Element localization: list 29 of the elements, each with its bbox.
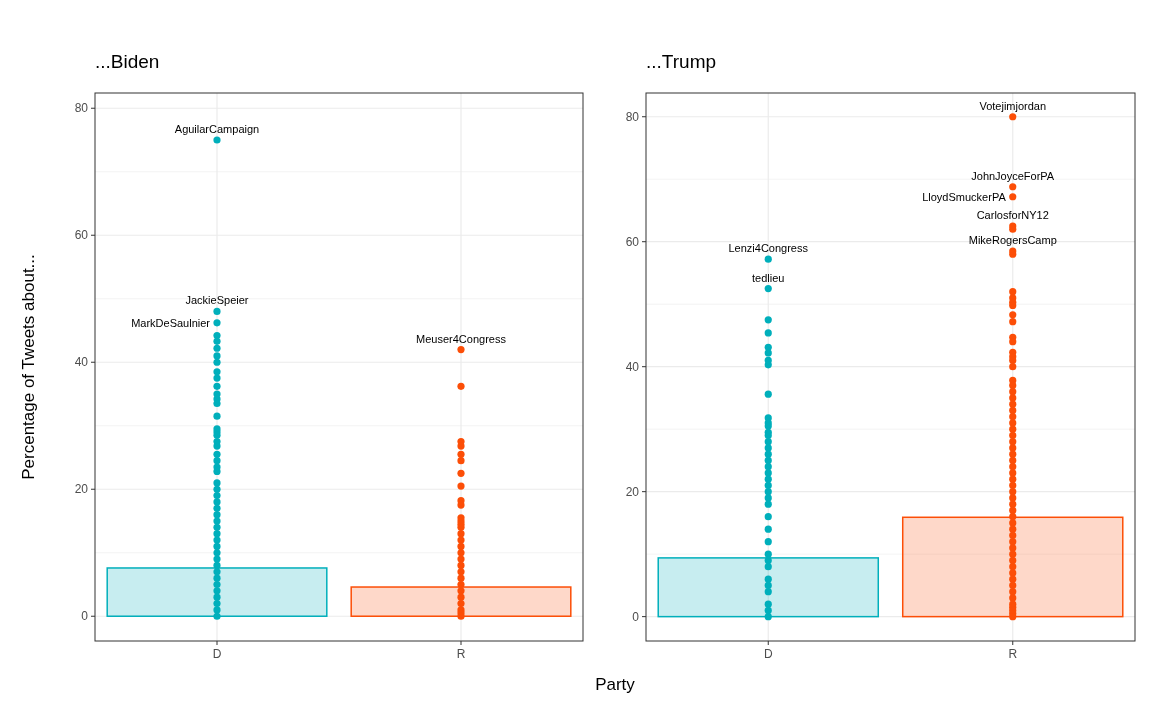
y-tick-label: 80 (625, 109, 640, 124)
x-tick-label: D (763, 647, 773, 661)
chart-title: ...Biden (95, 51, 160, 72)
y-tick-label: 60 (74, 228, 89, 243)
x-axis-title: Party (595, 675, 636, 694)
annotation: AguilarCampaign (174, 122, 260, 135)
annotation: Votejimjordan (979, 99, 1047, 112)
y-tick-label: 40 (625, 359, 640, 374)
annotation: Lenzi4Congress (728, 242, 809, 255)
y-tick-label: 60 (625, 234, 640, 249)
y-tick-label: 20 (74, 482, 89, 497)
y-axis-title: Percentage of Tweets about... (19, 254, 38, 480)
x-tick-label: R (1008, 647, 1018, 661)
x-tick-label: D (212, 647, 222, 661)
annotation: JohnJoyceForPA (971, 169, 1055, 182)
y-tick-label: 40 (74, 355, 89, 370)
annotation: LloydSmuckerPA (922, 190, 1007, 203)
y-tick-label: 0 (81, 609, 89, 624)
annotation: tedlieu (752, 271, 785, 284)
x-tick-label: R (456, 647, 466, 661)
chart-title: ...Trump (646, 51, 717, 72)
y-tick-label: 0 (632, 609, 640, 624)
annotation: CarlosforNY12 (976, 209, 1049, 222)
y-tick-label: 20 (625, 484, 640, 499)
annotation: MarkDeSaulnier (131, 316, 211, 329)
annotation: Meuser4Congress (416, 332, 507, 345)
annotation: MikeRogersCamp (968, 234, 1057, 247)
annotation: JackieSpeier (185, 294, 249, 307)
y-tick-label: 80 (74, 101, 89, 116)
